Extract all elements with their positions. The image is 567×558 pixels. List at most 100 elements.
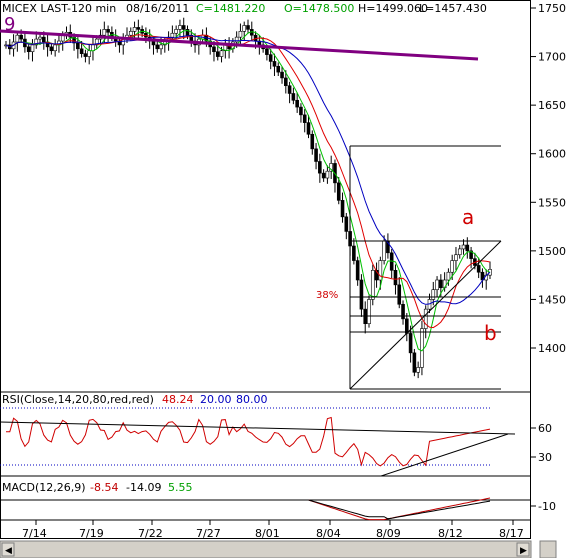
y-tick-label: 1650 — [538, 99, 566, 112]
candle-body — [287, 85, 292, 94]
candle-body — [439, 279, 443, 289]
candle-body — [310, 133, 315, 150]
candle-body — [178, 25, 182, 30]
candle-body — [469, 250, 473, 259]
candle-body — [265, 48, 269, 55]
candle-body — [465, 244, 470, 252]
candle-body — [344, 216, 349, 232]
candle-body — [461, 244, 466, 250]
rsi-line — [6, 416, 491, 467]
scroll-right-arrow-icon: ▶ — [520, 546, 527, 556]
candle-body — [450, 260, 454, 273]
moving-averages — [5, 29, 491, 352]
x-axis: 7/14 7/19 7/22 7/27 8/01 8/04 8/09 8/12 8/17 — [22, 520, 524, 540]
candle-body — [306, 122, 311, 135]
candle-body — [87, 50, 91, 57]
candle-body — [181, 25, 186, 30]
wave-label-9: 9 — [4, 14, 15, 35]
candle-body — [151, 40, 156, 46]
macd-series — [6, 497, 491, 521]
scroll-left-button[interactable] — [1, 542, 15, 557]
rsi-tick-30: 30 — [538, 451, 552, 464]
candle-body — [476, 265, 481, 273]
rsi-value: 48.24 — [162, 393, 194, 406]
candle-body — [79, 48, 84, 54]
candle-body — [401, 303, 405, 320]
candle-body — [336, 182, 341, 201]
macd-hist-value: 5.55 — [168, 481, 193, 494]
candle-body — [378, 260, 383, 281]
fibonacci-levels — [349, 145, 502, 390]
ma-fast-line — [5, 29, 491, 352]
x-tick-label: 7/22 — [138, 527, 163, 540]
candle-body — [355, 260, 360, 281]
macd-signal-value: -14.09 — [126, 481, 161, 494]
candle-body — [276, 65, 281, 73]
y-tick-label: 1400 — [538, 342, 566, 355]
fib-38-label: 38% — [316, 290, 338, 301]
candle-body — [420, 328, 424, 368]
macd-tick-neg10: -10 — [538, 500, 556, 513]
candle-body — [457, 248, 462, 256]
candle-body — [268, 54, 273, 62]
candle-body — [359, 279, 364, 310]
y-tick-label: 1550 — [538, 196, 566, 209]
candle-body — [295, 99, 299, 108]
candle-body — [132, 27, 137, 32]
candle-body — [19, 34, 23, 40]
macd-value: -8.54 — [90, 481, 118, 494]
x-tick-label: 8/01 — [255, 527, 280, 540]
candle-body — [53, 44, 57, 52]
x-tick-label: 7/19 — [79, 527, 104, 540]
macd-signal-line — [6, 499, 491, 520]
candle-body — [170, 32, 175, 38]
candle-body — [272, 61, 277, 67]
candle-body — [397, 284, 402, 305]
candle-body — [325, 170, 330, 179]
candle-body — [42, 36, 46, 43]
high-value: H=1499.060 — [358, 2, 428, 15]
candle-body — [382, 240, 386, 261]
candle-body — [280, 71, 284, 79]
candle-body — [34, 38, 39, 46]
candle-body — [234, 36, 239, 43]
scroll-right-button[interactable] — [516, 542, 530, 557]
candle-body — [291, 93, 296, 101]
candle-body — [242, 25, 247, 32]
candle-body — [302, 114, 307, 123]
candle-body — [38, 36, 42, 40]
candle-body — [102, 29, 107, 36]
y-tick-label: 1500 — [538, 245, 566, 258]
candle-body — [49, 46, 54, 52]
candle-body — [219, 50, 224, 57]
candle-body — [76, 42, 80, 50]
horizontal-scrollbar[interactable] — [0, 540, 532, 558]
candle-body — [94, 38, 99, 46]
x-tick-label: 8/09 — [376, 527, 401, 540]
candle-body — [238, 31, 243, 38]
candle-body — [106, 29, 110, 33]
ma-slow-line — [5, 35, 491, 305]
y-tick-label: 1450 — [538, 293, 566, 306]
candle-body — [215, 51, 220, 57]
candle-body — [246, 25, 250, 30]
candle-body — [155, 44, 160, 50]
chart-title: MICEX LAST-120 min — [2, 2, 116, 15]
candle-body — [128, 31, 133, 36]
candle-body — [416, 367, 420, 373]
fib-diagonal — [349, 240, 502, 390]
rsi-label: RSI(Close,14,20,80,red,red) — [2, 393, 154, 406]
candle-body — [314, 148, 318, 162]
candle-body — [431, 289, 436, 300]
candle-body — [321, 172, 326, 179]
chart-date: 08/16/2011 — [126, 2, 189, 15]
low-value: L=1457.430 — [419, 2, 487, 15]
y-tick-label: 1600 — [538, 148, 566, 161]
candle-body — [374, 269, 379, 281]
y-tick-label: 1700 — [538, 51, 566, 64]
rsi-tick-60: 60 — [538, 422, 552, 435]
candle-body — [370, 269, 375, 300]
x-tick-label: 8/12 — [438, 527, 463, 540]
zoom-button[interactable] — [539, 540, 557, 558]
candle-body — [329, 163, 333, 172]
